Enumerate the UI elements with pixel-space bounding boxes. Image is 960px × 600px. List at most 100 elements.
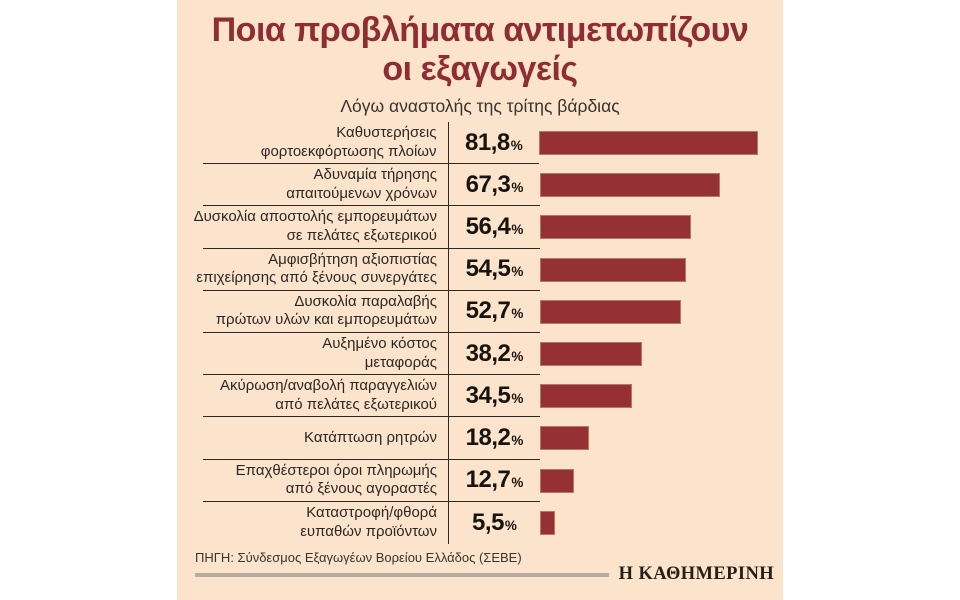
bar-row: Ακύρωση/αναβολή παραγγελιών από πελάτες ε… xyxy=(203,375,758,418)
bar-row: Καθυστερήσεις φορτοεκφόρτωσης πλοίων 81,8… xyxy=(203,122,758,165)
bar-label: Δυσκολία αποστολής εμπορευμάτων σε πελάτε… xyxy=(194,206,449,249)
bar-label-line: Καταστροφή/φθορά xyxy=(306,504,437,522)
bar-label: Επαχθέστεροι όροι πληρωμής από ξένους αγο… xyxy=(203,459,449,502)
bar xyxy=(540,426,589,451)
bar xyxy=(540,384,633,409)
bar-row: Αυξημένο κόστος μεταφοράς 38,2% xyxy=(203,332,758,376)
bar-value-number: 34,5 xyxy=(465,381,511,409)
bar-track xyxy=(540,249,758,291)
bar-row: Καταστροφή/φθορά ευπαθών προϊόντων 5,5% xyxy=(203,501,758,544)
bar-label: Αυξημένο κόστος μεταφοράς xyxy=(203,332,449,376)
bar-label: Καταστροφή/φθορά ευπαθών προϊόντων xyxy=(203,501,449,544)
bar-value: 52,7% xyxy=(449,291,540,333)
bar xyxy=(540,342,643,367)
bar-chart: Καθυστερήσεις φορτοεκφόρτωσης πλοίων 81,8… xyxy=(194,122,758,544)
bar xyxy=(540,468,574,493)
bar-label-line: Ακύρωση/αναβολή παραγγελιών xyxy=(219,377,437,395)
chart-title-line-2: οι εξαγωγείς xyxy=(382,50,578,88)
chart-subtitle: Λόγω αναστολής της τρίτης βάρδιας xyxy=(340,96,620,116)
bar xyxy=(539,131,758,156)
bar-value-number: 38,2 xyxy=(465,339,511,367)
bar-label: Δυσκολία παραλαβής πρώτων υλών και εμπορε… xyxy=(203,290,449,333)
bar-value-number: 54,5 xyxy=(465,255,511,283)
percent-sign: % xyxy=(510,137,523,153)
bar-value-number: 67,3 xyxy=(465,170,511,198)
bar-label: Κατάπτωση ρητρών xyxy=(203,417,449,460)
brand-logo: Η ΚΑΘΗΜΕΡΙΝΗ xyxy=(618,564,774,584)
bar-track xyxy=(540,417,758,459)
bar-label: Καθυστερήσεις φορτοεκφόρτωσης πλοίων xyxy=(203,122,449,165)
bar-value: 67,3% xyxy=(449,164,540,207)
bar-label-line: πρώτων υλών και εμπορευμάτων xyxy=(215,311,437,329)
bar-label-line: Αυξημένο κόστος xyxy=(322,335,437,353)
bar-row: Δυσκολία αποστολής εμπορευμάτων σε πελάτε… xyxy=(194,206,758,249)
bar-row: Δυσκολία παραλαβής πρώτων υλών και εμπορε… xyxy=(203,290,758,333)
bar-label-line: Δυσκολία παραλαβής xyxy=(294,292,437,310)
chart-title-line-1: Ποια προβλήματα αντιμετωπίζουν xyxy=(211,11,749,49)
percent-sign: % xyxy=(511,348,524,364)
bar-value: 12,7% xyxy=(449,460,540,502)
percent-sign: % xyxy=(511,390,524,406)
percent-sign: % xyxy=(511,179,524,195)
percent-sign: % xyxy=(504,517,517,533)
bar-value-number: 81,8 xyxy=(465,128,510,156)
bar-label-line: Επαχθέστεροι όροι πληρωμής xyxy=(235,461,437,479)
bar-row: Επαχθέστεροι όροι πληρωμής από ξένους αγο… xyxy=(203,459,758,502)
bar-track xyxy=(540,164,758,206)
bar-value-text: 81,8% xyxy=(449,129,540,157)
bar-label-line: μεταφοράς xyxy=(364,353,437,371)
bar-track xyxy=(540,375,758,417)
percent-sign: % xyxy=(511,306,524,322)
bar-label-line: απαιτούμενων χρόνων xyxy=(286,184,437,202)
percent-sign: % xyxy=(511,432,524,448)
bar-value-number: 56,4 xyxy=(465,212,511,240)
bar-value-text: 54,5% xyxy=(449,255,540,283)
bar-label-line: Κατάπτωση ρητρών xyxy=(304,428,437,446)
bar-value: 54,5% xyxy=(449,249,540,291)
footer-rule xyxy=(195,572,609,577)
bar-track xyxy=(540,333,758,375)
bar-label-line: φορτοεκφόρτωσης πλοίων xyxy=(260,142,437,160)
bar-row: Κατάπτωση ρητρών 18,2% xyxy=(203,417,758,460)
bar-value-number: 52,7 xyxy=(465,297,511,325)
bar-value-number: 5,5 xyxy=(472,508,504,536)
bar-value-text: 18,2% xyxy=(449,424,540,452)
bar-label-line: Αμφισβήτηση αξιοπιστίας xyxy=(268,250,437,268)
bar-value-number: 18,2 xyxy=(465,423,511,451)
bar-label-line: σε πελάτες εξωτερικού xyxy=(286,226,437,244)
bar-value-number: 12,7 xyxy=(465,466,511,494)
bar-track xyxy=(540,206,758,248)
bar xyxy=(540,215,691,240)
bar-track xyxy=(539,122,758,164)
bar-value: 38,2% xyxy=(449,333,540,376)
bar-value-text: 12,7% xyxy=(449,466,540,494)
bar-label: Ακύρωση/αναβολή παραγγελιών από πελάτες ε… xyxy=(203,375,449,418)
bar-label: Αδυναμία τήρησης απαιτούμενων χρόνων xyxy=(203,164,449,207)
percent-sign: % xyxy=(511,264,524,280)
bar xyxy=(540,510,555,535)
bar xyxy=(540,299,681,324)
bar-track xyxy=(540,502,758,544)
bar-value: 81,8% xyxy=(448,122,540,165)
bar-value-text: 5,5% xyxy=(449,509,540,537)
bar-value-text: 38,2% xyxy=(449,340,540,368)
bar-label-line: από ξένους αγοραστές xyxy=(285,480,437,498)
bar-value-text: 34,5% xyxy=(449,382,540,410)
bar xyxy=(540,173,720,198)
bar-row: Αμφισβήτηση αξιοπιστίας επιχείρησης από ξ… xyxy=(196,248,758,291)
bar-value: 56,4% xyxy=(449,206,540,249)
bar-value-text: 52,7% xyxy=(449,297,540,325)
bar-value: 18,2% xyxy=(449,417,540,460)
percent-sign: % xyxy=(511,221,524,237)
bar-value-text: 67,3% xyxy=(449,171,540,199)
bar-value: 34,5% xyxy=(449,375,540,418)
bar-track xyxy=(540,291,758,333)
bar-track xyxy=(540,460,758,502)
footer: Η ΚΑΘΗΜΕΡΙΝΗ xyxy=(195,564,774,585)
bar-label: Αμφισβήτηση αξιοπιστίας επιχείρησης από ξ… xyxy=(196,248,449,291)
bar-label-line: Αδυναμία τήρησης xyxy=(313,166,437,184)
bar-value: 5,5% xyxy=(449,502,540,544)
infographic-panel: Ποια προβλήματα αντιμετωπίζουν οι εξαγωγε… xyxy=(177,0,783,600)
bar-row: Αδυναμία τήρησης απαιτούμενων χρόνων 67,3… xyxy=(203,164,758,207)
bar-value-text: 56,4% xyxy=(449,213,540,241)
